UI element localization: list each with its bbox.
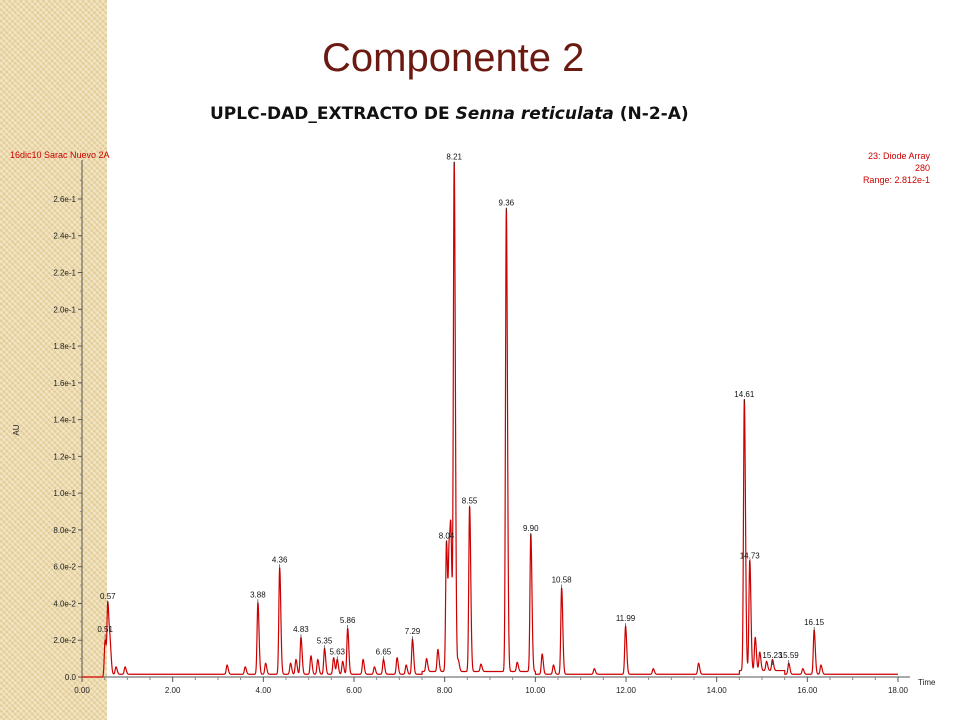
- detector-wavelength: 280: [914, 163, 930, 173]
- x-tick-label: 8.00: [437, 686, 453, 695]
- x-tick-label: 10.00: [525, 686, 546, 695]
- y-tick-label: 1.0e-1: [53, 489, 76, 498]
- peak-label: 4.36: [272, 555, 288, 564]
- chart-caption: UPLC-DAD_EXTRACTO DE Senna reticulata (N…: [210, 104, 689, 124]
- y-tick-label: 2.2e-1: [53, 269, 76, 278]
- peak-label: 7.29: [405, 627, 421, 636]
- peak-label: 15.23: [762, 651, 783, 660]
- peak-label: 5.63: [329, 647, 345, 656]
- peak-label: 14.61: [734, 390, 755, 399]
- y-tick-label: 0.0: [65, 673, 77, 682]
- peak-label: 6.65: [376, 647, 392, 656]
- x-tick-label: 14.00: [707, 686, 728, 695]
- caption-suffix: (N-2-A): [613, 104, 689, 124]
- peak-label: 8.04: [439, 531, 455, 540]
- caption-species: Senna reticulata: [455, 104, 614, 124]
- y-tick-label: 1.2e-1: [53, 452, 76, 461]
- y-tick-label: 4.0e-2: [53, 599, 76, 608]
- y-tick-label: 2.0e-1: [53, 305, 76, 314]
- x-tick-label: 6.00: [346, 686, 362, 695]
- y-axis-title: AU: [12, 424, 21, 435]
- peak-label: 8.21: [446, 153, 462, 162]
- y-tick-label: 8.0e-2: [53, 526, 76, 535]
- y-tick-label: 6.0e-2: [53, 563, 76, 572]
- peak-label: 11.99: [616, 614, 636, 623]
- y-tick-label: 2.6e-1: [53, 195, 76, 204]
- peak-label: 16.15: [804, 618, 825, 627]
- caption-prefix: UPLC-DAD_EXTRACTO DE: [210, 104, 456, 124]
- y-tick-label: 2.4e-1: [53, 232, 76, 241]
- peak-labels: 0.51 0.57 3.88 4.36 4.83 5.35 5.63 5.86 6.65 7.29…: [97, 153, 825, 665]
- x-tick-label: 12.00: [616, 686, 637, 695]
- x-axis-title: Time: [918, 678, 936, 687]
- peak-label: 9.90: [523, 524, 539, 533]
- y-tick-label: 1.4e-1: [53, 416, 76, 425]
- y-tick-label: 1.6e-1: [53, 379, 76, 388]
- chart-axes: 0.0 2.0e-2 4.0e-2 6.0e-2 8.0e-2 1.0e-1 1.2e-1 1…: [53, 160, 910, 695]
- x-tick-label: 2.00: [165, 686, 181, 695]
- peak-label: 0.57: [100, 592, 116, 601]
- x-tick-label: 16.00: [797, 686, 818, 695]
- chromatogram-trace-group: [82, 161, 898, 678]
- peak-label: 9.36: [499, 199, 515, 208]
- y-tick-label: 1.8e-1: [53, 342, 76, 351]
- peak-label: 5.35: [317, 636, 333, 645]
- x-tick-label: 4.00: [256, 686, 272, 695]
- peak-label: 14.73: [740, 552, 761, 561]
- detector-info: 23: Diode Array 280 Range: 2.812e-1: [863, 150, 930, 186]
- detector-channel: 23: Diode Array: [867, 151, 930, 161]
- peak-label: 10.58: [552, 576, 573, 585]
- peak-label: 8.55: [462, 497, 478, 506]
- peak-label: 5.86: [340, 616, 356, 625]
- sample-name: 16dic10 Sarac Nuevo 2A: [10, 150, 110, 160]
- peak-label: 4.83: [293, 625, 309, 634]
- peak-label: 0.51: [97, 625, 113, 634]
- peak-label: 3.88: [250, 590, 266, 599]
- decorative-side-strip: [0, 0, 107, 720]
- detector-range: Range: 2.812e-1: [862, 175, 930, 185]
- slide-title: Componente 2: [322, 36, 585, 80]
- y-tick-label: 2.0e-2: [53, 636, 76, 645]
- x-tick-label: 18.00: [888, 686, 909, 695]
- peak-label: 15.59: [779, 651, 800, 660]
- x-tick-label: 0.00: [74, 686, 90, 695]
- chromatogram-trace: [82, 161, 898, 678]
